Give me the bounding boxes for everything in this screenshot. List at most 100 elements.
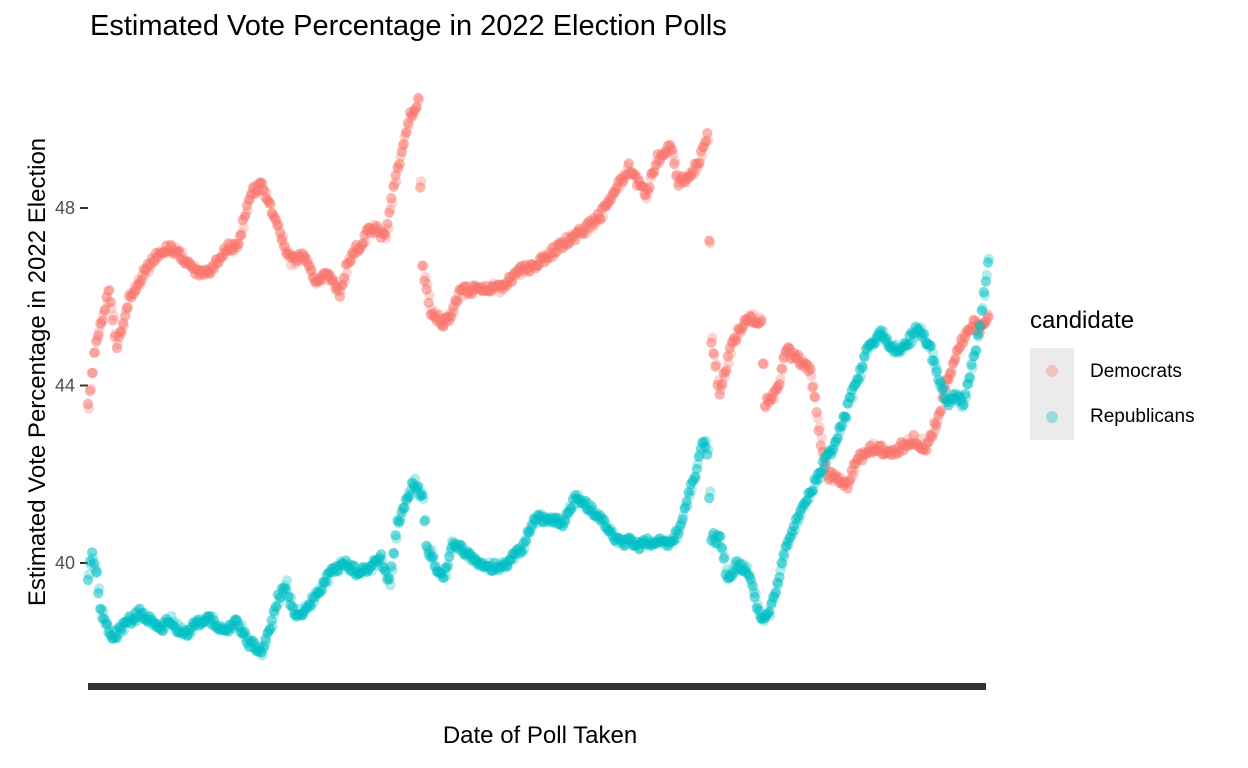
republicans-point — [673, 528, 684, 539]
republicans-point — [89, 558, 100, 569]
democrats-point — [338, 272, 350, 283]
republicans-point — [714, 531, 725, 542]
republicans-point — [970, 345, 981, 356]
democrats-point — [259, 184, 270, 196]
democrats-point — [844, 475, 855, 486]
republicans-point — [980, 276, 992, 287]
republicans-point — [982, 257, 994, 268]
republicans-point — [375, 549, 387, 560]
republicans-point — [82, 574, 94, 586]
republicans-point — [965, 373, 976, 384]
democrats-point — [716, 379, 727, 391]
republicans-point — [881, 333, 893, 344]
republicans-point — [426, 544, 437, 555]
democrats-point — [122, 302, 133, 313]
republicans-point — [404, 490, 416, 501]
republicans-point — [749, 592, 760, 603]
republicans-point — [929, 355, 940, 367]
democrats-point — [931, 420, 942, 431]
republicans-point — [937, 384, 948, 395]
democrats-point — [402, 117, 414, 129]
democrats-point — [105, 296, 116, 308]
legend-dot-republicans — [1046, 411, 1058, 423]
republicans-point — [565, 503, 577, 514]
republicans-point — [274, 592, 286, 603]
y-tick-label: 48 — [55, 198, 75, 218]
democrats-point — [723, 358, 734, 369]
republicans-point — [399, 503, 410, 514]
democrats-point — [449, 306, 460, 317]
republicans-point — [266, 615, 277, 626]
democrats-point — [945, 368, 956, 379]
republicans-point — [719, 551, 730, 562]
republicans-point — [717, 544, 728, 555]
democrats-point — [703, 135, 714, 146]
democrats-point — [387, 197, 398, 209]
republicans-point — [705, 486, 716, 497]
democrats-point — [928, 428, 939, 439]
democrats-point — [93, 330, 104, 341]
republicans-point — [516, 546, 527, 557]
democrats-point — [394, 158, 405, 169]
democrats-point — [417, 260, 428, 271]
democrats-point — [711, 359, 722, 370]
democrats-point — [424, 290, 435, 301]
republicans-point — [977, 303, 988, 314]
republicans-point — [281, 584, 292, 595]
republicans-point — [283, 591, 295, 602]
democrats-point — [108, 310, 119, 321]
republicans-point — [677, 514, 688, 525]
republicans-point — [682, 500, 693, 511]
republicans-point — [421, 540, 432, 551]
democrats-point — [777, 364, 788, 375]
democrats-point — [421, 284, 432, 295]
democrats-point — [816, 432, 827, 443]
republicans-point — [774, 572, 785, 583]
republicans-point — [305, 601, 317, 612]
republicans-point — [419, 516, 430, 527]
republicans-point — [271, 601, 282, 613]
republicans-point — [964, 372, 975, 383]
democrats-point — [737, 322, 748, 334]
republicans-point — [116, 627, 128, 638]
republicans-point — [855, 371, 867, 382]
republicans-point — [683, 487, 694, 498]
republicans-point — [715, 531, 726, 542]
y-tick-label: 40 — [55, 553, 75, 573]
republicans-point — [389, 548, 400, 560]
democrats-point — [849, 466, 860, 477]
democrats-point — [400, 127, 412, 139]
republicans-point — [323, 576, 334, 588]
democrats-point — [709, 349, 720, 361]
republicans-point — [376, 554, 388, 566]
democrats-point — [176, 246, 187, 257]
y-axis: 40 44 48 — [55, 198, 88, 573]
republicans-point — [270, 601, 281, 612]
republicans-point — [86, 547, 98, 558]
democrats-point — [345, 256, 356, 267]
democrats-point — [644, 182, 655, 193]
democrats-point — [708, 348, 719, 359]
republicans-point — [815, 467, 826, 478]
democrats-point — [415, 182, 426, 193]
republicans-point — [753, 605, 765, 616]
republicans-point — [418, 493, 429, 504]
republicans-point — [264, 624, 275, 635]
chart-title: Estimated Vote Percentage in 2022 Electi… — [90, 10, 727, 42]
democrats-point — [847, 470, 858, 482]
democrats-point — [731, 335, 742, 346]
republicans-point — [808, 484, 819, 496]
democrats-point — [935, 406, 946, 417]
republicans-point — [586, 501, 597, 512]
democrats-point — [84, 385, 96, 397]
democrats-point — [396, 146, 407, 158]
democrats-point — [89, 347, 100, 358]
republicans-point — [840, 411, 851, 423]
democrats-point — [360, 236, 371, 248]
republicans-point — [859, 352, 871, 363]
republicans-point — [975, 322, 986, 333]
republicans-point — [95, 603, 106, 615]
democrats-point — [927, 431, 938, 442]
republicans-point — [428, 551, 439, 562]
